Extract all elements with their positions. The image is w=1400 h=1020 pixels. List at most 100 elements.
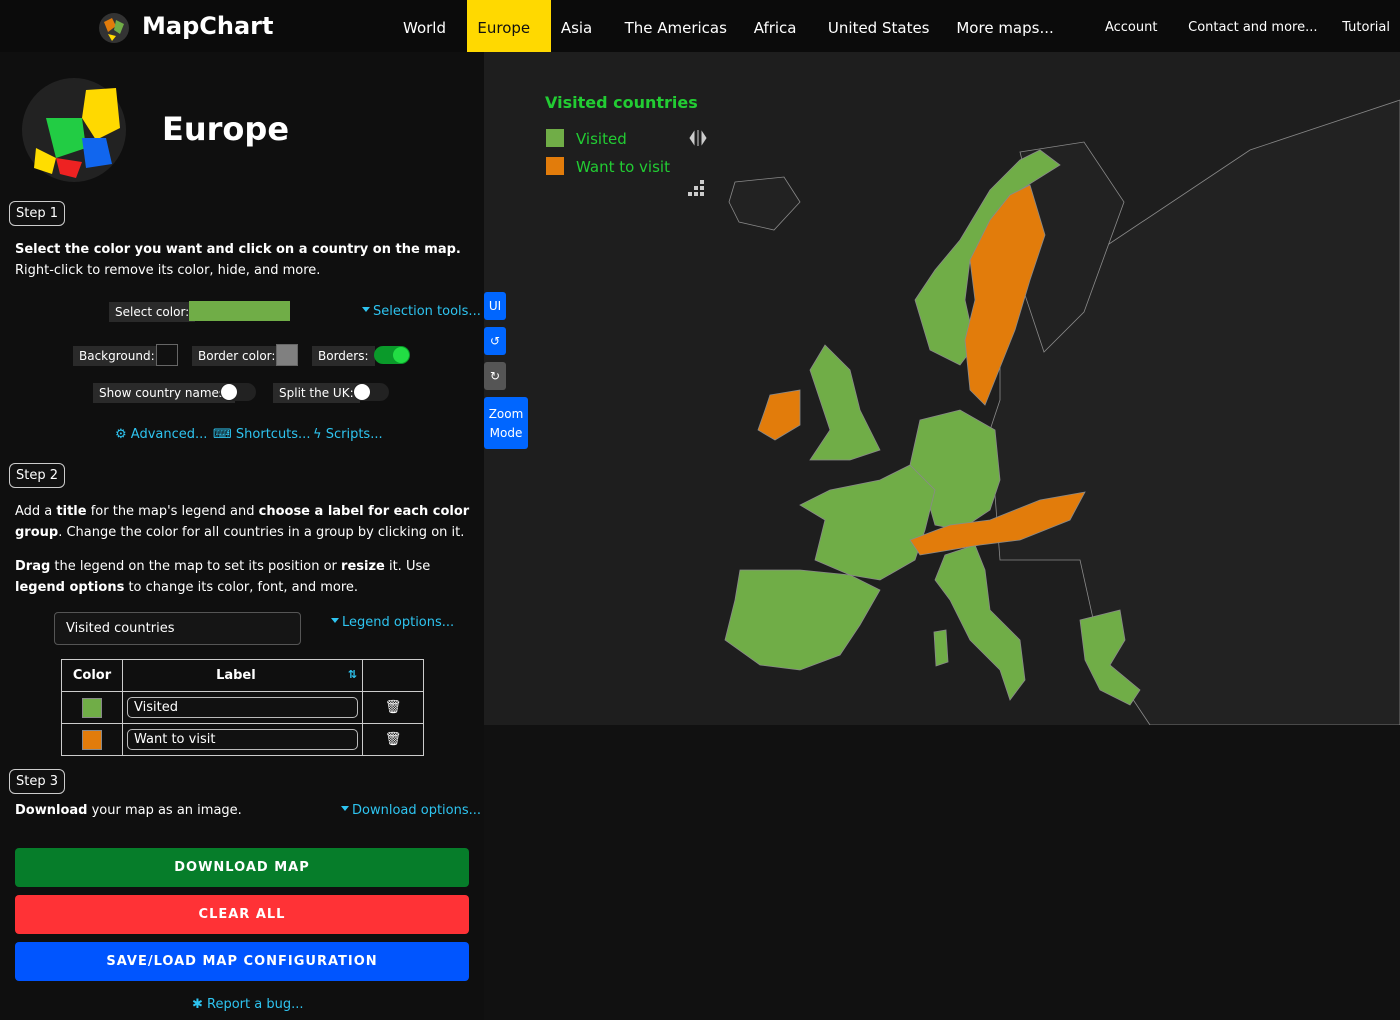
delete-cell[interactable]: 🗑 (362, 723, 424, 756)
nav-label[interactable]: Asia (560, 19, 593, 37)
text-segment: legend options (15, 580, 125, 595)
legend-title-input[interactable]: Visited countries (54, 612, 301, 645)
action-button[interactable]: CLEAR ALL (15, 895, 469, 934)
legend-table: Color Label ⇅ Visited 🗑 Want to visit 🗑 (61, 659, 424, 756)
text-segment: . Change the color for all countries in … (58, 525, 465, 540)
page-title: Europe (162, 110, 290, 148)
color-swatch[interactable] (156, 344, 178, 366)
color-cell[interactable] (61, 691, 123, 724)
nav-item[interactable]: More maps... (946, 0, 1071, 86)
legend-swatch[interactable] (546, 157, 564, 175)
link[interactable]: ✱ Report a bug... (192, 997, 304, 1012)
nav-label[interactable]: More maps... (956, 19, 1054, 37)
top-bar: MapChart World Europe Asia The Americas Afri… (0, 0, 1400, 86)
nav-item[interactable]: Europe (467, 0, 551, 86)
legend-swatch[interactable] (546, 129, 564, 147)
zoom-mode-button[interactable]: Zoom Mode (484, 397, 528, 449)
color-swatch[interactable] (82, 697, 102, 718)
legend-label[interactable]: Want to visit (576, 158, 670, 176)
legend[interactable]: Visited countries Visited Want to visit (545, 93, 707, 196)
label-input[interactable]: Visited (127, 697, 358, 718)
label-cell: Want to visit (122, 723, 363, 756)
text-segment: Add a (15, 504, 57, 519)
countries[interactable] (724, 99, 1400, 725)
link[interactable]: Selection tools... (362, 304, 481, 319)
nav-item[interactable]: United States (818, 0, 946, 86)
delete-cell[interactable]: 🗑 (362, 691, 424, 724)
step-text: Add a title for the map's legend and cho… (15, 501, 475, 543)
legend-label[interactable]: Visited (576, 130, 627, 148)
column-header-text: Label (216, 668, 256, 683)
text-segment: it. Use (384, 559, 431, 574)
nav-item[interactable]: Tutorial (1332, 0, 1400, 52)
redo-button[interactable]: ↻ (484, 362, 506, 390)
table-row: Want to visit 🗑 (61, 723, 424, 756)
nav-item[interactable]: Contact and more... (1178, 0, 1332, 84)
nav-label[interactable]: Contact and more... (1188, 20, 1318, 35)
europe-thumbnail (22, 78, 126, 182)
link[interactable]: ϟ Scripts... (313, 427, 383, 442)
step-text: Drag the legend on the map to set its po… (15, 556, 475, 598)
color-cell[interactable] (61, 723, 123, 756)
nav-item[interactable]: Account (1095, 0, 1178, 84)
toggle-knob (354, 384, 370, 400)
step-label: Step 1 (9, 201, 66, 226)
color-swatch[interactable] (276, 344, 298, 366)
toggle-knob (393, 347, 409, 363)
link-text[interactable]: Advanced... (130, 427, 208, 442)
nav-label[interactable]: Africa (753, 19, 797, 37)
link[interactable]: Legend options... (331, 615, 454, 630)
nav-label[interactable]: Account (1104, 20, 1158, 35)
toggle-knob (221, 384, 237, 400)
nav-label[interactable]: Tutorial (1342, 20, 1390, 35)
link-text[interactable]: Report a bug... (207, 997, 304, 1012)
link[interactable]: ⚙ Advanced... (115, 427, 208, 442)
toggle[interactable] (353, 383, 389, 401)
color-picker[interactable] (189, 301, 290, 321)
toggle[interactable] (374, 346, 410, 364)
nav-label[interactable]: United States (827, 19, 930, 37)
undo-button[interactable]: ↺ (484, 327, 506, 355)
label: Background: (73, 346, 161, 366)
label-cell: Visited (122, 691, 363, 724)
label: Select color: (109, 302, 196, 322)
toggle[interactable] (220, 383, 256, 401)
text-segment: title (56, 504, 87, 519)
ui-button[interactable]: UI (484, 292, 506, 320)
table-body: Visited 🗑 Want to visit 🗑 (61, 691, 424, 756)
action-button[interactable]: DOWNLOAD MAP (15, 848, 469, 887)
nav-label[interactable]: The Americas (624, 19, 727, 37)
nav-item[interactable]: World (393, 0, 467, 86)
text-segment: the legend on the map to set its positio… (50, 559, 342, 574)
color-swatch[interactable] (82, 729, 102, 750)
legend-title[interactable]: Visited countries (545, 93, 698, 112)
link-text[interactable]: Download options... (352, 803, 482, 818)
text-segment: to change its color, font, and more. (124, 580, 359, 595)
nav-item[interactable]: Asia (551, 0, 615, 86)
text-segment: resize (341, 559, 385, 574)
step-label: Step 3 (9, 769, 66, 794)
text-segment: for the map's legend and (86, 504, 259, 519)
label: Border color: (192, 346, 282, 366)
link[interactable]: ⌨ Shortcuts... (213, 427, 311, 442)
step-label: Step 2 (9, 463, 66, 488)
link-text[interactable]: Selection tools... (373, 304, 481, 319)
label-input[interactable]: Want to visit (127, 729, 358, 750)
link[interactable]: Download options... (341, 803, 481, 818)
side-panel: Europe Step 1 Select the color you want … (0, 52, 484, 1020)
nav-label[interactable]: World (403, 19, 446, 37)
nav-item[interactable]: Africa (744, 0, 818, 86)
link-text[interactable]: Legend options... (342, 615, 455, 630)
link-text[interactable]: Scripts... (325, 427, 383, 442)
column-header: Color (61, 659, 123, 692)
nav-item[interactable]: The Americas (615, 0, 744, 86)
brand[interactable]: MapChart (142, 12, 274, 40)
text-segment: Select the color you want and click on a… (15, 242, 461, 257)
nav-menu: World Europe Asia The Americas Africa United … (393, 0, 1400, 86)
nav-label[interactable]: Europe (477, 19, 531, 37)
map[interactable]: Visited countries Visited Want to visit (484, 52, 1400, 725)
label: Show country names: (93, 383, 236, 403)
action-button[interactable]: SAVE/LOAD MAP CONFIGURATION (15, 942, 469, 981)
link-text[interactable]: Shortcuts... (235, 427, 311, 442)
